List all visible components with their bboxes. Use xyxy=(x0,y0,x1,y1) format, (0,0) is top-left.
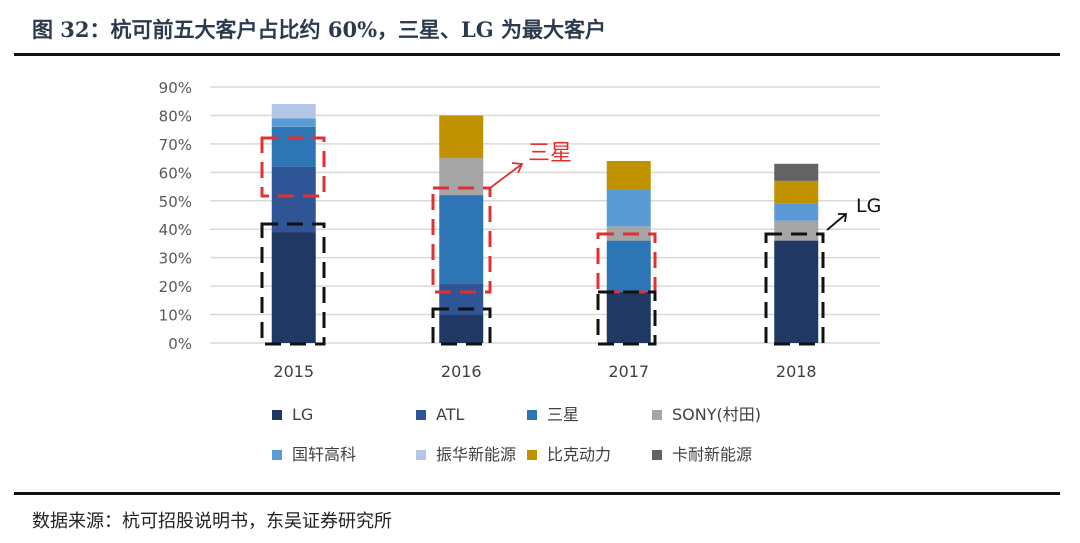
bar-segment xyxy=(774,220,819,241)
legend-label: 振华新能源 xyxy=(436,445,516,464)
y-tick-label: 40% xyxy=(159,221,192,239)
y-tick-label: 10% xyxy=(159,307,192,325)
lg-highlight-2016 xyxy=(431,307,492,346)
footer-rule xyxy=(14,492,1060,495)
legend-marker xyxy=(416,410,426,420)
lg-highlight-2018 xyxy=(764,232,825,346)
samsung-arrowhead xyxy=(511,162,524,174)
y-tick-label: 50% xyxy=(159,193,192,211)
lg-arrow xyxy=(826,213,847,231)
samsung-arrow xyxy=(489,163,523,189)
bar-segment xyxy=(774,163,819,181)
y-tick-label: 0% xyxy=(168,335,192,353)
title-rule xyxy=(14,53,1060,56)
bar-segment xyxy=(606,189,651,227)
legend-label: SONY(村田) xyxy=(672,405,761,424)
bar-segment xyxy=(439,314,484,343)
lg-highlight-2017 xyxy=(596,290,657,346)
legend-label: 三星 xyxy=(547,405,579,424)
bar-segment xyxy=(774,180,819,204)
samsung-annotation: 三星 xyxy=(528,141,572,166)
legend-marker xyxy=(272,410,282,420)
legend-label: 卡耐新能源 xyxy=(672,445,752,464)
legend-marker xyxy=(652,450,662,460)
x-tick-label: 2017 xyxy=(608,362,649,381)
lg-highlight-2015 xyxy=(260,222,326,346)
legend-marker xyxy=(527,410,537,420)
figure-title: 图 32：杭可前五大客户占比约 60%，三星、LG 为最大客户 xyxy=(32,17,607,42)
bar-segment xyxy=(606,291,651,343)
bar-segment xyxy=(271,166,316,233)
legend-marker xyxy=(652,410,662,420)
y-tick-label: 80% xyxy=(159,107,192,125)
y-tick-label: 20% xyxy=(159,278,192,296)
bar-segment xyxy=(271,118,316,127)
x-tick-label: 2018 xyxy=(776,362,817,381)
lg-annotation: LG xyxy=(856,195,881,217)
x-tick-label: 2015 xyxy=(273,362,314,381)
y-tick-label: 30% xyxy=(159,250,192,268)
legend-label: 比克动力 xyxy=(547,445,611,464)
y-tick-label: 70% xyxy=(159,136,192,154)
samsung-highlight-2016 xyxy=(431,186,492,294)
legend-marker xyxy=(527,450,537,460)
bar-segment xyxy=(439,115,484,159)
x-tick-label: 2016 xyxy=(441,362,482,381)
bar-segment xyxy=(774,203,819,221)
lg-arrowhead xyxy=(838,213,848,223)
bar-segment xyxy=(271,126,316,167)
legend-marker xyxy=(416,450,426,460)
bar-segment xyxy=(606,160,651,190)
legend-label: ATL xyxy=(436,405,464,424)
samsung-highlight-2015 xyxy=(260,136,326,198)
legend-marker xyxy=(272,450,282,460)
bar-segment xyxy=(271,232,316,343)
bar-segment xyxy=(774,240,819,343)
legend-label: LG xyxy=(292,405,313,424)
bar-segment xyxy=(606,240,651,292)
data-source: 数据来源：杭可招股说明书，东吴证券研究所 xyxy=(32,511,392,532)
legend-label: 国轩高科 xyxy=(292,445,356,464)
y-tick-label: 60% xyxy=(159,164,192,182)
y-tick-label: 90% xyxy=(159,79,192,97)
bar-segment xyxy=(271,104,316,119)
bar-segment xyxy=(439,158,484,196)
bar-segment xyxy=(439,195,484,284)
samsung-highlight-2017 xyxy=(596,232,657,294)
